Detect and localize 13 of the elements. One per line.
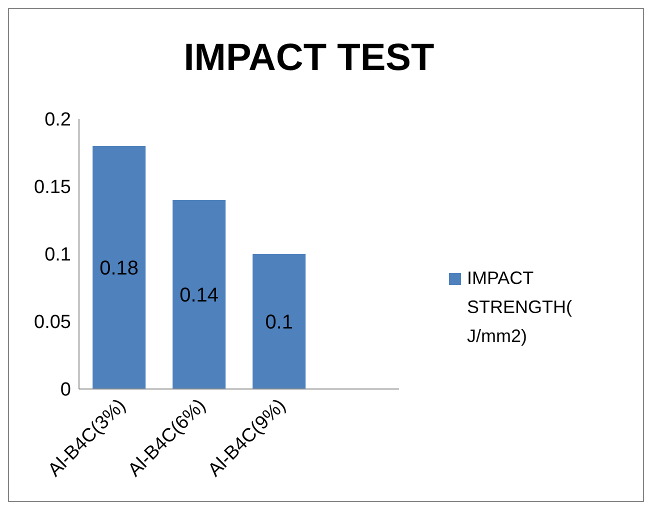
chart-title: IMPACT TEST (182, 37, 436, 80)
data-label: 0.1 (265, 312, 294, 334)
y-tick-label: 0.1 (44, 244, 71, 266)
y-tick-label: 0.05 (34, 312, 71, 334)
data-label: 0.14 (180, 284, 219, 307)
bar (92, 146, 146, 389)
y-tick-label: 0.15 (34, 177, 71, 198)
bar (172, 200, 226, 389)
y-tick-label: 0 (60, 380, 71, 401)
y-tick-label: 0.2 (44, 110, 71, 131)
legend-label: IMPACT STRENGTH(J/mm2) (467, 267, 573, 348)
data-label: 0.18 (100, 258, 139, 280)
bar (252, 254, 306, 389)
